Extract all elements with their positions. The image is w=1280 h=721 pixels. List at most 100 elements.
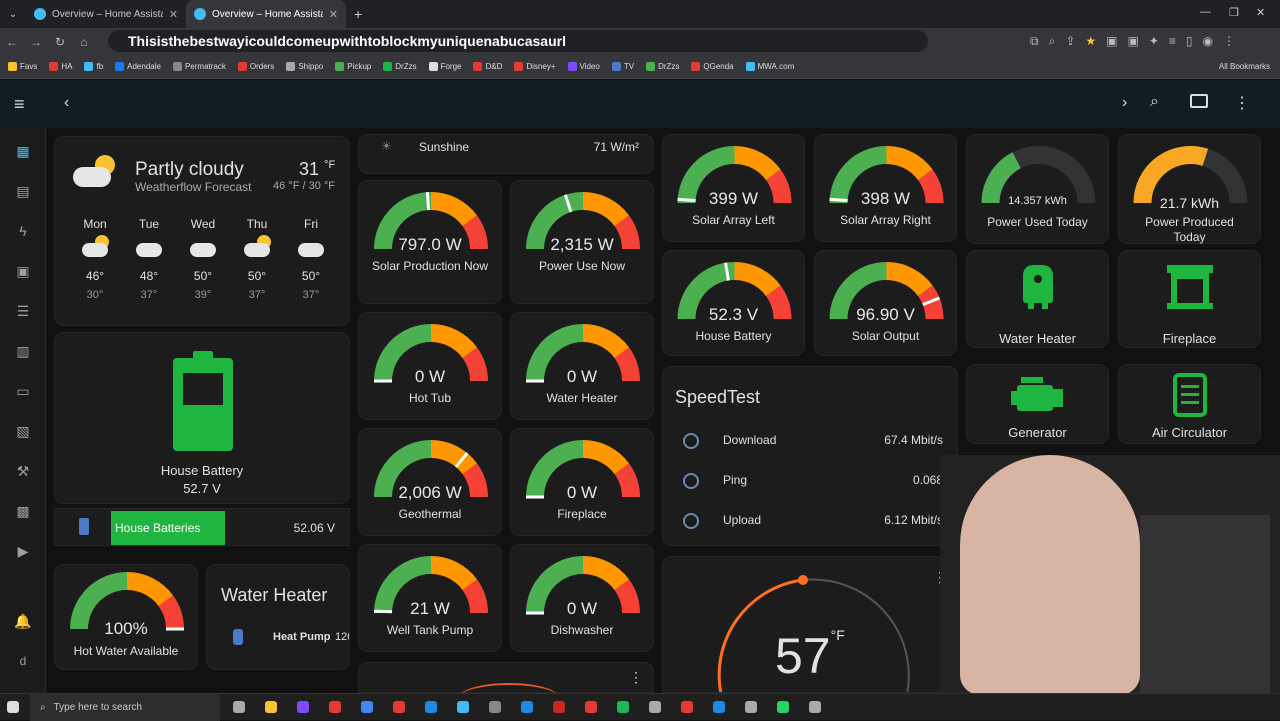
user-avatar[interactable]: d	[19, 654, 27, 668]
sidepanel-icon[interactable]: ▯	[1185, 34, 1193, 48]
extension-icon[interactable]: ▣	[1106, 34, 1118, 48]
weather-forecast-card[interactable]: Partly cloudy Weatherflow Forecast 31 °F…	[54, 136, 350, 326]
bookmark-item[interactable]: MWA.com	[745, 62, 794, 71]
reload-icon[interactable]: ↻	[54, 34, 66, 49]
gauge-card-solar-right[interactable]: 398 W Solar Array Right	[814, 134, 957, 242]
forward-icon[interactable]: →	[30, 34, 42, 49]
bookmark-item[interactable]: fb	[84, 62, 103, 71]
play-icon[interactable]: ▶	[17, 543, 29, 559]
bookmark-item[interactable]: Favs	[8, 62, 37, 71]
bookmark-item[interactable]: D&D	[473, 62, 502, 71]
taskbar-app-icon[interactable]	[290, 699, 316, 715]
gauge-card-solar-left[interactable]: 399 W Solar Array Left	[662, 134, 805, 242]
gauge-card-hot-tub[interactable]: 0 W Hot Tub	[358, 312, 502, 420]
taskbar-app-icon[interactable]	[354, 699, 380, 715]
taskbar-app-icon[interactable]	[226, 699, 252, 715]
hacs-icon[interactable]: ▩	[16, 503, 30, 519]
taskbar-app-icon[interactable]	[578, 699, 604, 715]
url-field[interactable]: Thisisthebestwayicouldcomeupwithtoblockm…	[108, 30, 928, 52]
tile-water-heater[interactable]: Water Heater	[966, 250, 1109, 348]
taskbar-app-icon[interactable]	[706, 699, 732, 715]
bookmark-item[interactable]: HA	[49, 62, 72, 71]
bookmark-item[interactable]: TV	[611, 62, 634, 71]
puzzle-icon[interactable]: ✦	[1148, 34, 1159, 48]
share-icon[interactable]: ⇪	[1065, 34, 1076, 48]
bookmark-item[interactable]: Forge	[428, 62, 461, 71]
taskbar-app-icon[interactable]	[642, 699, 668, 715]
speedtest-row-ping[interactable]: Ping 0.068	[663, 473, 957, 493]
taskbar-app-icon[interactable]	[482, 699, 508, 715]
bookmark-item[interactable]: QGenda	[691, 62, 734, 71]
gauge-card-solar-output[interactable]: 96.90 V Solar Output	[814, 250, 957, 356]
bookmark-item[interactable]: Pickup	[335, 62, 371, 71]
energy-card[interactable]: 14.357 kWh Power Used Today	[966, 134, 1109, 244]
all-bookmarks[interactable]: All Bookmarks	[1219, 62, 1270, 71]
speedtest-row-upload[interactable]: Upload 6.12 Mbit/s	[663, 513, 957, 533]
bookmark-star-icon[interactable]: ★	[1085, 34, 1097, 48]
gauge-card-water-heater-gauge[interactable]: 0 W Water Heater	[510, 312, 654, 420]
scroll-right-icon[interactable]: ›	[1122, 94, 1128, 111]
bottom-partial-card[interactable]: ⋮	[358, 662, 654, 693]
reading-list-icon[interactable]: ≡	[1168, 34, 1176, 48]
taskbar-app-icon[interactable]	[610, 699, 636, 715]
thermostat-card[interactable]: 57°F ⋮	[662, 556, 958, 693]
new-tab-icon[interactable]: +	[354, 6, 363, 22]
zoom-icon[interactable]: ⌕	[1048, 34, 1056, 48]
cast-icon[interactable]: ⧉	[1030, 34, 1039, 48]
logbook-icon[interactable]: ☰	[16, 303, 30, 319]
calendar-icon[interactable]: ▭	[16, 383, 30, 399]
scroll-left-icon[interactable]: ‹	[64, 94, 70, 111]
house-batteries-bar-card[interactable]: House Batteries 52.06 V	[54, 508, 350, 546]
taskbar-app-icon[interactable]	[322, 699, 348, 715]
gauge-card-geothermal[interactable]: 2,006 W Geothermal	[358, 428, 502, 536]
taskbar-app-icon[interactable]	[770, 699, 796, 715]
assist-icon[interactable]	[1190, 94, 1208, 108]
back-icon[interactable]: ←	[6, 34, 18, 49]
taskbar-app-icon[interactable]	[674, 699, 700, 715]
taskbar-app-icon[interactable]	[450, 699, 476, 715]
speedtest-card[interactable]: SpeedTest Download 67.4 Mbit/s Ping 0.06…	[662, 366, 958, 546]
card-menu-icon[interactable]: ⋮	[629, 669, 643, 685]
taskbar-app-icon[interactable]	[386, 699, 412, 715]
taskbar-app-icon[interactable]	[802, 699, 828, 715]
windows-start-icon[interactable]	[0, 699, 26, 715]
overview-icon[interactable]: ▦	[16, 143, 30, 159]
media-icon[interactable]: ▧	[16, 423, 30, 439]
taskbar-app-icon[interactable]	[514, 699, 540, 715]
overflow-menu-icon[interactable]: ⋮	[1234, 95, 1250, 112]
tab-search-icon[interactable]: ⌄	[8, 8, 18, 20]
gauge-card-house-battery-gauge[interactable]: 52.3 V House Battery	[662, 250, 805, 356]
energy-icon[interactable]: ϟ	[19, 223, 27, 239]
close-tab-icon[interactable]: ✕	[328, 8, 338, 21]
taskbar-app-icon[interactable]	[418, 699, 444, 715]
bookmark-item[interactable]: Video	[567, 62, 600, 71]
search-icon[interactable]: ⌕	[1150, 93, 1159, 110]
bookmark-item[interactable]: Shippo	[286, 62, 323, 71]
bookmark-item[interactable]: Permatrack	[172, 62, 226, 71]
taskbar-app-icon[interactable]	[546, 699, 572, 715]
gauge-card-power-use[interactable]: 2,315 W Power Use Now	[510, 180, 654, 304]
badge-icon[interactable]: ▣	[16, 263, 30, 279]
gauge-card-fireplace-gauge[interactable]: 0 W Fireplace	[510, 428, 654, 536]
close-window-icon[interactable]: ✕	[1256, 7, 1266, 19]
bookmark-item[interactable]: Adendale	[115, 62, 161, 71]
map-icon[interactable]: ▤	[16, 183, 30, 199]
gauge-card-dishwasher[interactable]: 0 W Dishwasher	[510, 544, 654, 652]
minimize-icon[interactable]: —	[1200, 6, 1211, 18]
bookmark-item[interactable]: DrZzs	[383, 62, 417, 71]
gauge-card-well-tank[interactable]: 21 W Well Tank Pump	[358, 544, 502, 652]
maximize-icon[interactable]: ❐	[1229, 7, 1239, 19]
taskbar-app-icon[interactable]	[738, 699, 764, 715]
home-icon[interactable]: ⌂	[80, 34, 88, 49]
bookmark-item[interactable]: Orders	[237, 62, 274, 71]
sunshine-entity-card[interactable]: ☀︎ Sunshine 71 W/m²	[358, 134, 654, 174]
hot-water-gauge-card[interactable]: 100% Hot Water Available	[54, 564, 198, 670]
menu-icon[interactable]: ⋮	[1223, 34, 1235, 48]
taskbar-search[interactable]: ⌕ Type here to search	[30, 693, 220, 721]
tile-generator[interactable]: Generator	[966, 364, 1109, 444]
profile-icon[interactable]: ◉	[1202, 34, 1213, 48]
extension-icon[interactable]: ▣	[1127, 34, 1139, 48]
wrench-icon[interactable]: ⚒	[16, 463, 30, 479]
browser-tab-2[interactable]: Overview – Home Assistant ✕	[186, 0, 346, 28]
taskbar-app-icon[interactable]	[258, 699, 284, 715]
